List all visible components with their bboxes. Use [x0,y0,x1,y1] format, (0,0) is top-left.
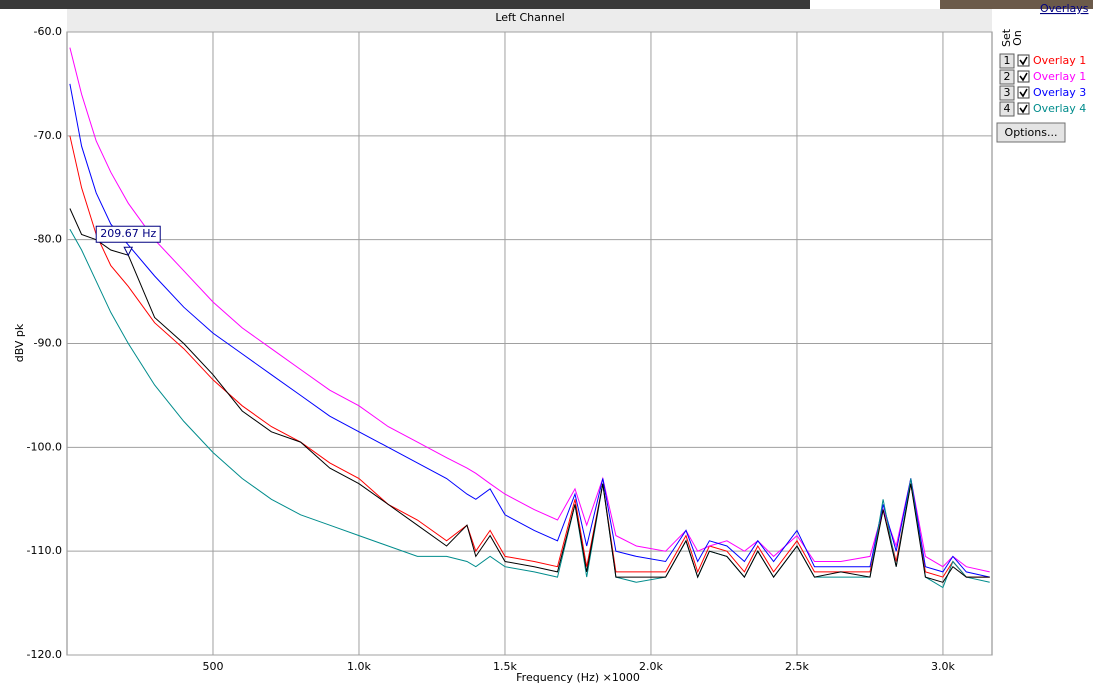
y-tick-label: -90.0 [34,337,62,350]
y-tick-label: -110.0 [27,544,62,557]
x-tick-label: 500 [202,660,223,673]
set-number[interactable]: 3 [1004,86,1011,99]
top-strip-photo [940,0,1093,9]
overlay-checkbox[interactable] [1017,86,1030,99]
set-number[interactable]: 4 [1004,102,1011,115]
set-button[interactable] [999,101,1015,117]
checkmark [1019,72,1028,82]
panel-title[interactable]: Overlays [1040,2,1089,15]
set-number[interactable]: 2 [1004,70,1011,83]
set-button[interactable] [999,53,1015,69]
x-axis-label: Frequency (Hz) ×1000 [516,671,640,684]
series-line [69,47,990,573]
checkmark [1019,104,1028,114]
x-tick-label: 2.5k [785,660,809,673]
x-tick-label: 1.0k [347,660,371,673]
x-tick-label: 2.0k [639,660,663,673]
overlay-panel: Overlays Set On Options... 1 Overlay 1 2 Ov… [996,2,1089,143]
title-bar [67,9,992,32]
top-strip [0,0,810,9]
set-button[interactable] [999,69,1015,85]
series-line [69,83,990,578]
y-tick-label: -120.0 [27,648,62,661]
overlay-checkbox[interactable] [1017,102,1030,115]
set-number[interactable]: 1 [1004,54,1011,67]
y-tick-label: -100.0 [27,440,62,453]
options-button[interactable] [996,122,1066,143]
on-label: On [1011,30,1024,46]
x-tick-label: 1.5k [493,660,517,673]
checkmark [1019,88,1028,98]
checkmark [1019,56,1028,66]
overlay-checkbox[interactable] [1017,70,1030,83]
set-label: Set [1000,28,1013,47]
set-button[interactable] [999,85,1015,101]
overlay-checkbox[interactable] [1017,54,1030,67]
y-axis-label: dBV pk [13,323,26,362]
legend-entry[interactable]: Overlay 3 [1033,86,1086,99]
chart-title: Left Channel [495,11,564,24]
annotation-label: 209.67 Hz [100,227,156,240]
y-tick-label: -80.0 [34,233,62,246]
legend-entry[interactable]: Overlay 4 [1033,102,1086,115]
legend-entry[interactable]: Overlay 1 [1033,54,1086,67]
series-line [69,229,990,589]
options-button-label[interactable]: Options... [1005,126,1058,139]
legend-entry[interactable]: Overlay 1 [1033,70,1086,83]
x-tick-label: 3.0k [931,660,955,673]
annotation-box [95,225,161,243]
y-tick-label: -70.0 [34,129,62,142]
series-line [69,208,990,583]
marker [123,246,134,257]
y-tick-label: -60.0 [34,25,62,38]
